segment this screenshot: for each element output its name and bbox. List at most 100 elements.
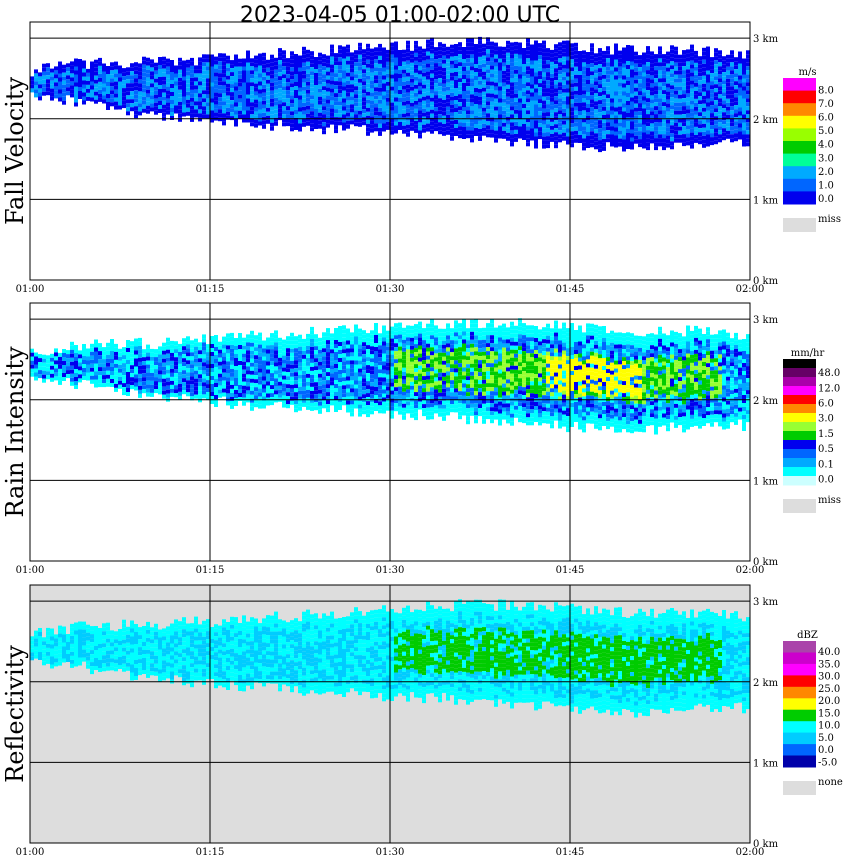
colorbar-missing-swatch (783, 218, 816, 232)
colorbar-swatch (783, 458, 816, 468)
colorbar-swatch (783, 359, 816, 369)
colorbar-swatch (783, 115, 816, 129)
colorbar-swatch (783, 744, 816, 757)
colorbar-label: 6.0 (818, 399, 834, 410)
colorbar-label: 2.0 (818, 167, 834, 178)
colorbar-swatch (783, 721, 816, 734)
y-tick-label: 0 km (753, 557, 779, 568)
grid-lines (30, 22, 750, 280)
colorbar-label: 5.0 (818, 733, 834, 744)
colorbar-swatch (783, 153, 816, 167)
x-tick-label: 01:15 (196, 847, 225, 858)
colorbar-label: 7.0 (818, 99, 834, 110)
colorbar-label: 5.0 (818, 126, 834, 137)
colorbar-unit: mm/hr (791, 348, 825, 359)
colorbar-label: 0.1 (818, 459, 834, 470)
colorbar-swatch (783, 675, 816, 688)
colorbar-label: 25.0 (818, 684, 840, 695)
colorbar-swatch (783, 686, 816, 699)
colorbar-unit: dBZ (797, 630, 818, 641)
x-tick-label: 01:00 (16, 847, 45, 858)
x-tick-label: 01:30 (376, 847, 405, 858)
colorbar-swatch (783, 440, 816, 450)
grid-lines (30, 585, 750, 843)
colorbar-label: 4.0 (818, 140, 834, 151)
x-tick-label: 01:45 (556, 565, 585, 576)
echo-cells (30, 599, 750, 718)
colorbar-swatch (783, 422, 816, 432)
colorbar-label: 35.0 (818, 660, 840, 671)
colorbar-swatch (783, 128, 816, 142)
y-tick-label: 2 km (753, 678, 779, 689)
colorbar-swatch (783, 467, 816, 477)
y-tick-label: 0 km (753, 276, 779, 287)
colorbar-missing-swatch (783, 499, 816, 513)
panel-rain-intensity: 01:00 01:15 01:30 01:45 02:000 km 1 km 2 km 3 k… (1, 302, 841, 576)
panel-label: Rain Intensity (1, 346, 29, 518)
x-tick-label: 01:45 (556, 284, 585, 295)
colorbar-label: 1.5 (818, 429, 834, 440)
colorbar-label: 15.0 (818, 708, 840, 719)
x-tick-label: 01:30 (376, 565, 405, 576)
colorbar-label: 1.0 (818, 180, 834, 191)
y-tick-label: 0 km (753, 839, 779, 850)
colorbar-label: 6.0 (818, 113, 834, 124)
plot-frame (29, 21, 751, 281)
y-tick-label: 3 km (753, 34, 779, 45)
colorbar-label: 0.0 (818, 194, 834, 205)
colorbar-label: 12.0 (818, 383, 840, 394)
colorbar-swatch (783, 404, 816, 414)
x-tick-label: 01:45 (556, 847, 585, 858)
x-tick-label: 02:00 (736, 847, 765, 858)
colorbar-label: 3.0 (818, 414, 834, 425)
panel-label: Fall Velocity (1, 77, 29, 226)
colorbar-label: 0.0 (818, 745, 834, 756)
colorbar-swatch (783, 476, 816, 486)
colorbar-label: 0.5 (818, 444, 834, 455)
colorbar-swatch (783, 431, 816, 441)
colorbar-missing-swatch (783, 781, 816, 795)
x-tick-label: 02:00 (736, 284, 765, 295)
panel-reflectivity: 01:00 01:15 01:30 01:45 02:000 km 1 km 2 km 3 k… (1, 584, 843, 858)
x-tick-label: 01:15 (196, 284, 225, 295)
colorbar-missing-label: miss (818, 214, 841, 225)
colorbar-label: 40.0 (818, 647, 840, 658)
colorbar-label: 30.0 (818, 672, 840, 683)
colorbar-swatch (783, 377, 816, 387)
colorbar: mm/hr 48.0 12.0 6.0 3.0 1.5 0.5 0.1 0.0 miss (783, 348, 841, 513)
x-tick-label: 02:00 (736, 565, 765, 576)
panel-fall-velocity: 01:00 01:15 01:30 01:45 02:000 km 1 km 2 km 3 k… (1, 21, 841, 295)
colorbar-swatch (783, 663, 816, 676)
colorbar: m/s8.0 7.0 6.0 5.0 4.0 3.0 2.0 1.0 0.0 miss (783, 67, 841, 232)
colorbar-swatch (783, 166, 816, 180)
y-tick-label: 1 km (753, 195, 779, 206)
colorbar-swatch (783, 413, 816, 423)
y-tick-label: 1 km (753, 476, 779, 487)
colorbar-label: 48.0 (818, 368, 840, 379)
x-tick-label: 01:30 (376, 284, 405, 295)
colorbar-swatch (783, 449, 816, 459)
echo-cells (30, 318, 750, 435)
colorbar-missing-label: miss (818, 495, 841, 506)
echo-cells (30, 36, 750, 153)
y-tick-label: 1 km (753, 758, 779, 769)
panel-label: Reflectivity (1, 645, 29, 783)
colorbar-label: 10.0 (818, 721, 840, 732)
colorbar-swatch (783, 178, 816, 192)
y-tick-label: 2 km (753, 115, 779, 126)
x-tick-label: 01:00 (16, 565, 45, 576)
colorbar-swatch (783, 141, 816, 155)
colorbar-swatch (783, 395, 816, 405)
x-tick-label: 01:00 (16, 284, 45, 295)
grid-lines (30, 303, 750, 561)
colorbar-swatch (783, 78, 816, 92)
colorbar-swatch (783, 698, 816, 711)
colorbar-swatch (783, 732, 816, 745)
colorbar-swatch (783, 90, 816, 104)
y-tick-label: 3 km (753, 597, 779, 608)
colorbar-missing-label: none (818, 777, 843, 788)
plot-frame (29, 584, 751, 844)
colorbar-swatch (783, 386, 816, 396)
colorbar-swatch (783, 709, 816, 722)
colorbar-label: 3.0 (818, 153, 834, 164)
